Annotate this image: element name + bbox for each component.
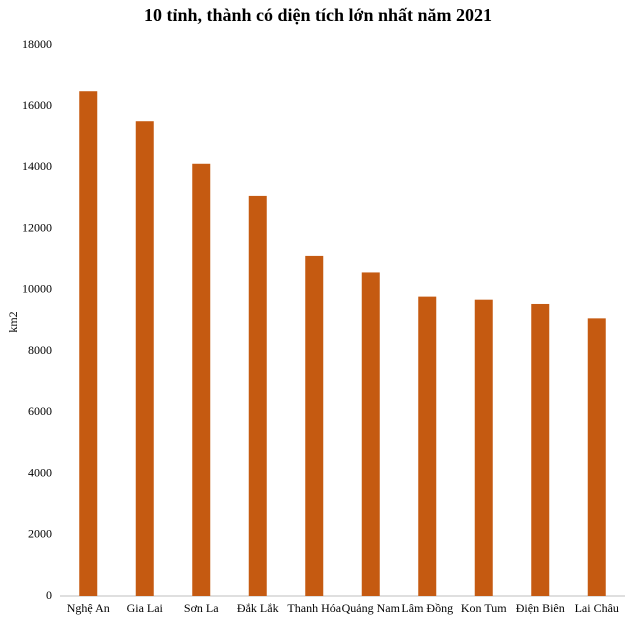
y-tick-label: 2000 bbox=[28, 527, 52, 541]
x-tick-label: Lai Châu bbox=[575, 601, 619, 615]
x-tick-label: Nghệ An bbox=[67, 601, 110, 615]
x-tick-label: Lâm Đồng bbox=[401, 601, 453, 615]
x-tick-label: Điện Biên bbox=[516, 601, 565, 615]
x-tick-label: Quảng Nam bbox=[342, 601, 401, 615]
y-tick-label: 10000 bbox=[22, 282, 52, 296]
bar bbox=[135, 121, 154, 596]
x-tick-label: Thanh Hóa bbox=[287, 601, 341, 615]
x-tick-label: Sơn La bbox=[184, 601, 219, 615]
y-tick-label: 4000 bbox=[28, 465, 52, 479]
bar bbox=[248, 195, 267, 596]
y-tick-label: 6000 bbox=[28, 404, 52, 418]
chart-title: 10 tỉnh, thành có diện tích lớn nhất năm… bbox=[144, 5, 492, 25]
y-tick-label: 18000 bbox=[22, 37, 52, 51]
y-tick-label: 14000 bbox=[22, 159, 52, 173]
bar bbox=[79, 91, 98, 596]
x-tick-label: Kon Tum bbox=[461, 601, 507, 615]
bar bbox=[531, 303, 550, 596]
bar bbox=[587, 318, 606, 596]
bar bbox=[474, 299, 493, 596]
bar bbox=[418, 296, 437, 596]
y-tick-label: 16000 bbox=[22, 98, 52, 112]
y-tick-label: 12000 bbox=[22, 220, 52, 234]
x-tick-label: Gia Lai bbox=[127, 601, 164, 615]
y-axis-label: km2 bbox=[6, 311, 20, 332]
y-tick-label: 0 bbox=[46, 588, 52, 602]
bar bbox=[192, 163, 211, 596]
x-tick-label: Đắk Lắk bbox=[237, 601, 279, 615]
bar bbox=[361, 272, 380, 596]
bar bbox=[305, 255, 324, 596]
y-tick-label: 8000 bbox=[28, 343, 52, 357]
